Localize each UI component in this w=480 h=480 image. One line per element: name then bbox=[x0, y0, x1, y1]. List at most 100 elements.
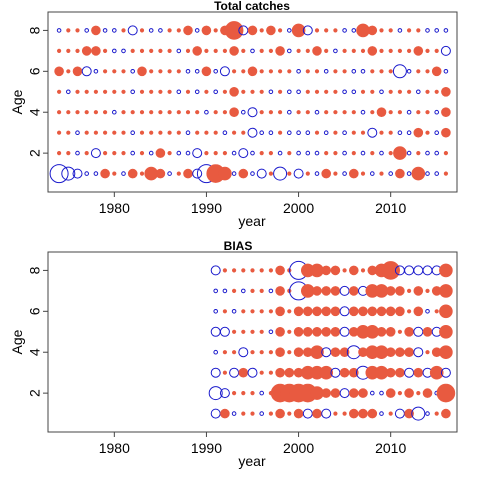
positive-residual-bubble bbox=[330, 347, 341, 358]
positive-residual-bubble bbox=[112, 69, 117, 74]
positive-residual-bubble bbox=[370, 89, 375, 94]
positive-residual-bubble bbox=[167, 89, 172, 94]
plot-frame bbox=[47, 11, 458, 193]
positive-residual-bubble bbox=[333, 69, 338, 74]
positive-residual-bubble bbox=[268, 171, 274, 176]
y-axis-label: Age bbox=[9, 329, 25, 354]
negative-residual-bubble bbox=[406, 150, 412, 156]
positive-residual-bubble bbox=[241, 391, 246, 396]
y-tick-label: 4 bbox=[27, 108, 43, 116]
positive-residual-bubble bbox=[91, 46, 101, 56]
negative-residual-bubble bbox=[296, 89, 301, 95]
positive-residual-bubble bbox=[222, 370, 227, 375]
positive-residual-bubble bbox=[413, 46, 424, 56]
positive-residual-bubble bbox=[66, 130, 71, 135]
positive-residual-bubble bbox=[241, 411, 246, 416]
positive-residual-bubble bbox=[360, 130, 366, 135]
positive-residual-bubble bbox=[388, 89, 393, 94]
positive-residual-bubble bbox=[333, 151, 338, 156]
y-tick-label: 6 bbox=[27, 307, 43, 315]
positive-residual-bubble bbox=[185, 110, 191, 115]
negative-residual-bubble bbox=[268, 288, 274, 294]
positive-residual-bubble bbox=[232, 130, 237, 135]
negative-residual-bubble bbox=[213, 69, 218, 74]
positive-residual-bubble bbox=[376, 107, 387, 117]
negative-residual-bubble bbox=[259, 390, 265, 396]
bubble-layer bbox=[208, 260, 456, 421]
positive-residual-bubble bbox=[259, 28, 264, 33]
negative-residual-bubble bbox=[370, 171, 375, 176]
negative-residual-bubble bbox=[176, 89, 182, 95]
negative-residual-bubble bbox=[323, 130, 329, 135]
positive-residual-bubble bbox=[434, 89, 439, 94]
negative-residual-bubble bbox=[411, 406, 426, 421]
positive-residual-bubble bbox=[367, 25, 378, 36]
positive-residual-bubble bbox=[259, 69, 264, 74]
positive-residual-bubble bbox=[176, 69, 181, 74]
positive-residual-bubble bbox=[66, 110, 71, 115]
x-axis: 1980 1990 2000 2010 bbox=[99, 192, 406, 216]
positive-residual-bubble bbox=[385, 326, 396, 337]
positive-residual-bubble bbox=[112, 89, 117, 94]
positive-residual-bubble bbox=[351, 130, 356, 135]
negative-residual-bubble bbox=[425, 411, 430, 416]
positive-residual-bubble bbox=[385, 286, 396, 296]
negative-residual-bubble bbox=[425, 171, 430, 176]
positive-residual-bubble bbox=[379, 69, 384, 74]
positive-residual-bubble bbox=[385, 388, 396, 398]
negative-residual-bubble bbox=[208, 386, 223, 401]
negative-residual-bubble bbox=[379, 411, 384, 416]
positive-residual-bubble bbox=[321, 286, 332, 296]
positive-residual-bubble bbox=[287, 329, 292, 334]
positive-residual-bubble bbox=[238, 168, 249, 179]
positive-residual-bubble bbox=[139, 110, 145, 115]
negative-residual-bubble bbox=[222, 130, 228, 135]
positive-residual-bubble bbox=[434, 411, 439, 416]
y-tick-label: 4 bbox=[27, 348, 43, 356]
positive-residual-bubble bbox=[385, 347, 396, 358]
positive-residual-bubble bbox=[342, 48, 347, 54]
negative-residual-bubble bbox=[277, 150, 283, 156]
positive-residual-bubble bbox=[232, 288, 237, 294]
positive-residual-bubble bbox=[305, 48, 310, 54]
positive-residual-bubble bbox=[54, 66, 64, 77]
positive-residual-bubble bbox=[441, 87, 451, 97]
positive-residual-bubble bbox=[275, 265, 285, 276]
positive-residual-bubble bbox=[312, 306, 322, 317]
positive-residual-bubble bbox=[342, 110, 347, 115]
negative-residual-bubble bbox=[379, 390, 384, 396]
positive-residual-bubble bbox=[275, 367, 285, 378]
negative-residual-bubble bbox=[176, 150, 182, 156]
positive-residual-bubble bbox=[241, 69, 246, 74]
positive-residual-bubble bbox=[330, 265, 341, 276]
negative-residual-bubble bbox=[250, 48, 255, 54]
positive-residual-bubble bbox=[167, 48, 172, 54]
positive-residual-bubble bbox=[149, 69, 154, 74]
positive-residual-bubble bbox=[431, 66, 442, 77]
positive-residual-bubble bbox=[241, 309, 246, 314]
positive-residual-bubble bbox=[232, 69, 237, 74]
positive-residual-bubble bbox=[425, 89, 430, 94]
negative-residual-bubble bbox=[102, 28, 108, 33]
positive-residual-bubble bbox=[259, 110, 264, 115]
positive-residual-bubble bbox=[333, 28, 338, 33]
negative-residual-bubble bbox=[231, 309, 237, 314]
negative-residual-bubble bbox=[49, 164, 69, 184]
positive-residual-bubble bbox=[324, 110, 329, 115]
positive-residual-bubble bbox=[324, 89, 329, 94]
negative-residual-bubble bbox=[112, 109, 117, 115]
positive-residual-bubble bbox=[176, 171, 181, 176]
positive-residual-bubble bbox=[121, 130, 126, 135]
positive-residual-bubble bbox=[404, 408, 414, 419]
positive-residual-bubble bbox=[250, 350, 255, 355]
x-axis-label: year bbox=[238, 213, 266, 229]
positive-residual-bubble bbox=[388, 151, 393, 156]
positive-residual-bubble bbox=[75, 89, 80, 94]
positive-residual-bubble bbox=[238, 367, 249, 378]
negative-residual-bubble bbox=[268, 89, 274, 95]
positive-residual-bubble bbox=[324, 48, 329, 54]
positive-residual-bubble bbox=[348, 286, 359, 296]
positive-residual-bubble bbox=[121, 110, 126, 115]
negative-residual-bubble bbox=[413, 347, 424, 358]
positive-residual-bubble bbox=[93, 130, 98, 135]
